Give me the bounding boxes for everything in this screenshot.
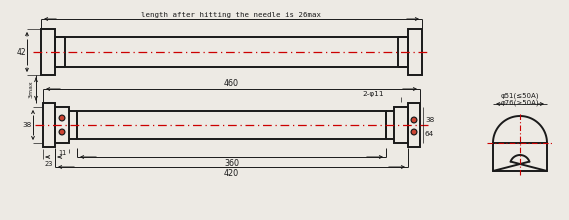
Text: 38: 38 [425,117,434,123]
Bar [408,103,420,147]
Text: 11: 11 [58,150,66,156]
Circle shape [60,116,64,120]
Bar [408,29,422,75]
Text: 420: 420 [224,169,239,178]
Bar [394,107,408,143]
Circle shape [412,118,417,122]
Bar [493,143,547,171]
Bar [41,29,55,75]
Text: 38: 38 [23,122,32,128]
Circle shape [59,114,65,121]
Text: 2-φ11: 2-φ11 [362,91,384,97]
Bar [77,111,386,139]
Text: 23: 23 [45,161,53,167]
Text: 360: 360 [224,158,239,167]
Circle shape [60,130,64,134]
Bar [43,103,55,147]
Text: 3max: 3max [29,80,34,98]
Circle shape [410,117,418,123]
Circle shape [59,128,65,136]
Circle shape [412,130,417,134]
Text: 42: 42 [17,48,26,57]
Text: φ51(≤50A): φ51(≤50A) [501,92,539,99]
Bar [55,107,69,143]
Text: 64: 64 [425,131,434,137]
Text: length after hitting the needle is 26max: length after hitting the needle is 26max [142,11,321,18]
Circle shape [410,128,418,136]
Text: 460: 460 [224,79,239,88]
Bar [55,37,408,67]
Text: φ76(>50A): φ76(>50A) [501,99,539,106]
